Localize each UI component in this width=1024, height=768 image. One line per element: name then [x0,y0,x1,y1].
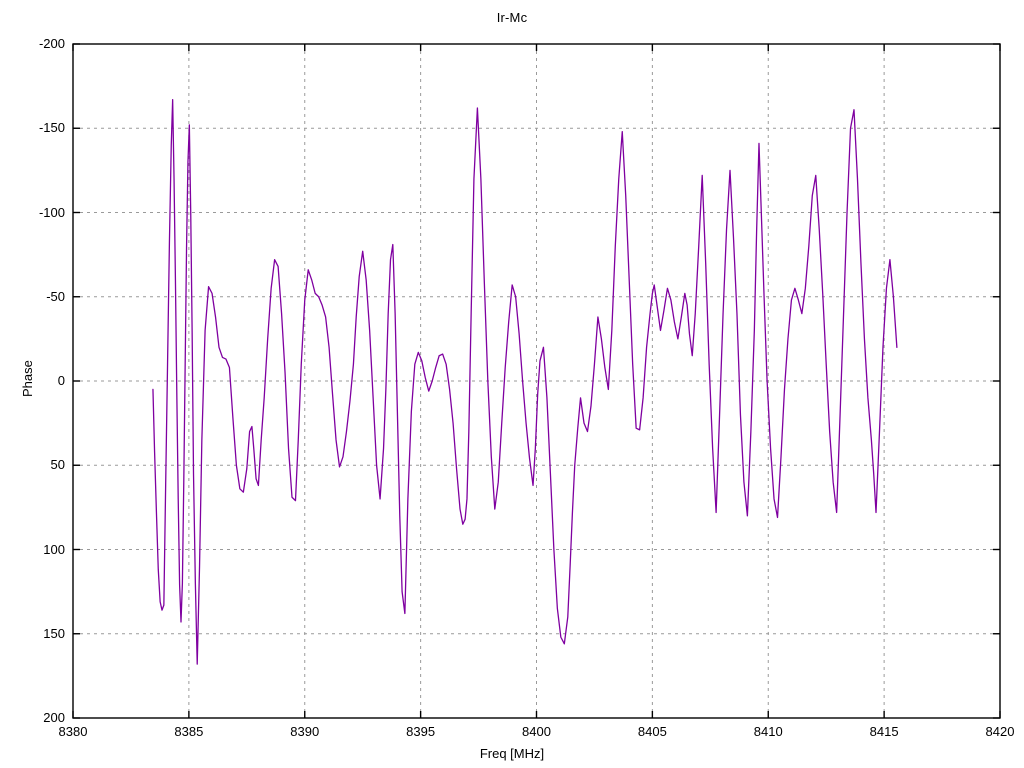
y-tick-label: 50 [50,457,65,473]
y-tick-label: -50 [46,288,65,304]
y-tick-label: 200 [43,710,65,725]
x-tick-label: 8400 [522,724,551,739]
x-tick-label: 8410 [753,724,783,739]
x-tick-label: 8405 [637,724,667,739]
y-tick-label: 150 [43,625,65,641]
x-axis-label: Freq [MHz] [479,746,545,761]
chart-title: Ir-Mc [496,10,528,25]
x-tick-label: 8390 [290,724,320,739]
x-tick-label: 8420 [985,724,1015,739]
x-tick-label: 8385 [174,724,204,739]
y-tick-label: 0 [57,373,65,388]
y-tick-label: -200 [38,36,65,51]
series-line [152,98,898,665]
grid-lines [73,44,1000,718]
data-series [152,98,898,665]
x-tick-label: 8395 [406,724,436,739]
y-tick-label: 100 [43,541,65,557]
y-tick-label: -150 [38,120,65,136]
y-tick-label: -100 [38,204,65,220]
plot-border [72,43,1001,719]
x-tick-label: 8415 [869,724,899,739]
x-tick-label: 8380 [58,724,88,739]
